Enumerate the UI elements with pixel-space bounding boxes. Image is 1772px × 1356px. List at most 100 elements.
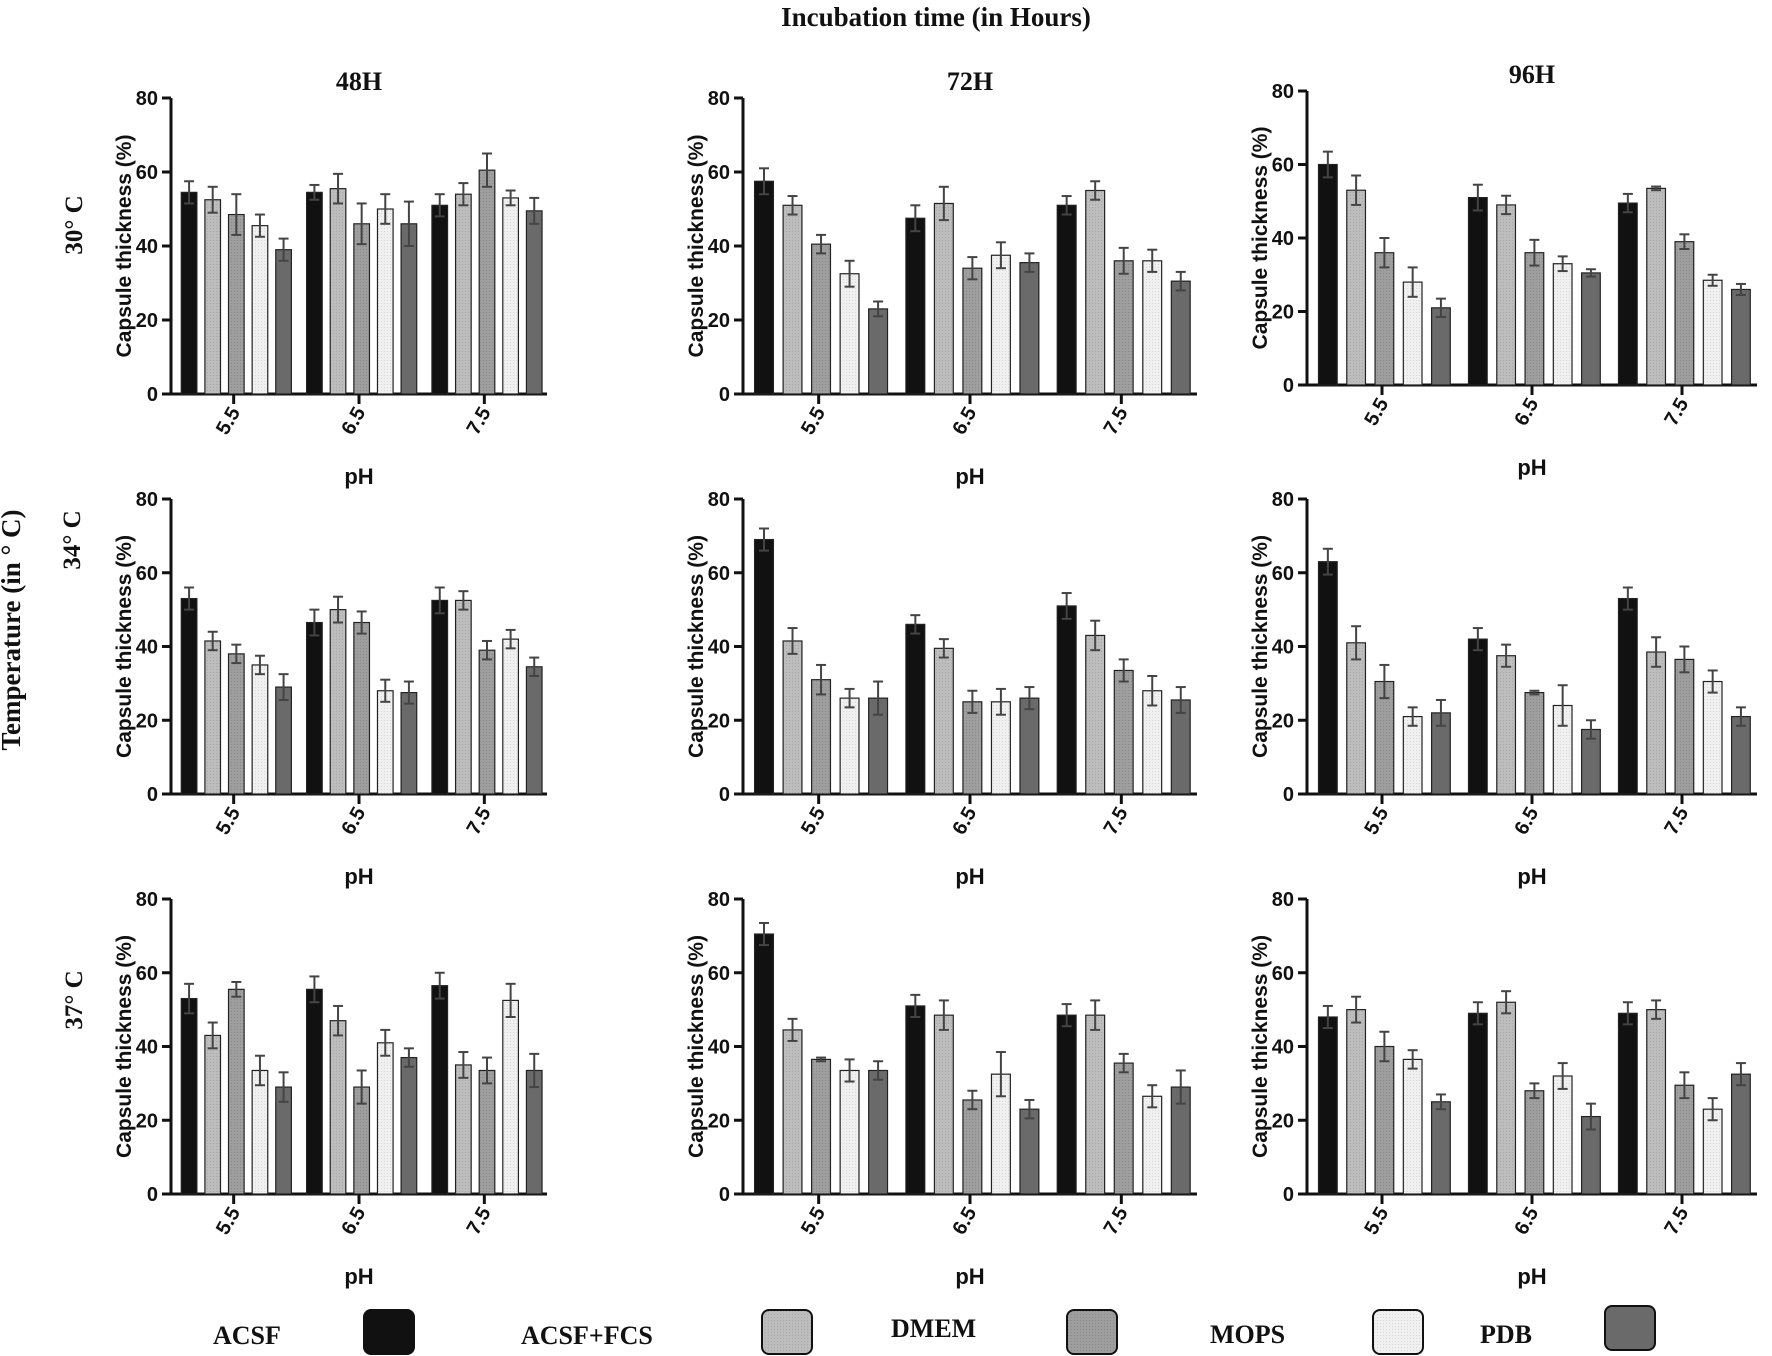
y-tick-label: 40 xyxy=(1272,228,1294,250)
bar-acsf-fcs xyxy=(782,204,803,395)
bar-acsf xyxy=(180,191,198,395)
bar-acsf xyxy=(180,997,198,1195)
y-tick-label: 60 xyxy=(136,963,158,985)
bar-acsf xyxy=(1467,196,1488,386)
y-tick-label: 20 xyxy=(136,1110,158,1132)
bar-dmem xyxy=(227,653,245,795)
legend-label-mops: MOPS xyxy=(1210,1320,1285,1349)
chart-panel-8: 0 20 40 60 80 Capsule thickness (%) 5.5 6.5 7.5 p… xyxy=(685,889,1197,1289)
chart-panel-9: 0 20 40 60 80 Capsule thickness (%) 5.5 6.5 7.5 p… xyxy=(1249,889,1757,1289)
y-tick-label: 0 xyxy=(147,384,158,406)
y-axis-label: Capsule thickness (%) xyxy=(685,935,708,1158)
legend-label-acsf-fcs: ACSF+FCS xyxy=(521,1321,653,1350)
y-axis-label: Capsule thickness (%) xyxy=(1249,535,1272,758)
x-axis-label: pH xyxy=(955,864,984,889)
bar-mops xyxy=(1702,680,1723,795)
x-tick-label: 5.5 xyxy=(212,404,245,439)
legend-swatch-dmem xyxy=(1066,1309,1118,1355)
bar-acsf xyxy=(306,988,323,1195)
bar-acsf-fcs xyxy=(1646,187,1667,386)
x-tick-label: 7.5 xyxy=(463,404,496,439)
bar-pdb xyxy=(1580,272,1601,386)
bar-pdb xyxy=(868,1069,889,1195)
bar-mops xyxy=(1702,279,1723,386)
bar-acsf xyxy=(1617,202,1638,386)
y-tick-label: 60 xyxy=(1272,155,1294,177)
bar-acsf xyxy=(306,621,323,795)
y-tick-label: 20 xyxy=(1272,1110,1294,1132)
bar-pdb xyxy=(1430,1101,1451,1195)
row-label-34c: 34° C xyxy=(59,510,86,569)
y-tick-label: 60 xyxy=(708,563,730,585)
x-tick-label: 6.5 xyxy=(337,1204,370,1239)
bar-mops xyxy=(251,225,269,395)
x-tick-label: 6.5 xyxy=(337,404,370,439)
legend: ACSF ACSF+FCS DMEM MOPS PDB xyxy=(213,1305,1656,1355)
bar-dmem xyxy=(478,649,496,795)
row-label-37c: 37° C xyxy=(61,970,88,1029)
bar-acsf-fcs xyxy=(329,188,347,395)
x-tick-label: 6.5 xyxy=(1510,395,1543,430)
y-tick-label: 80 xyxy=(1272,489,1294,511)
bar-dmem xyxy=(1674,658,1695,795)
bar-acsf-fcs xyxy=(1085,1014,1106,1195)
y-tick-label: 60 xyxy=(136,563,158,585)
bar-acsf-fcs xyxy=(1346,189,1367,386)
bar-acsf xyxy=(1617,1012,1638,1195)
bar-pdb xyxy=(1170,280,1191,395)
bar-pdb xyxy=(275,249,292,395)
bar-mops xyxy=(502,999,520,1195)
legend-item-acsf: ACSF xyxy=(213,1309,415,1355)
bar-dmem xyxy=(227,213,245,395)
bar-pdb xyxy=(400,1056,418,1195)
bar-acsf xyxy=(431,204,449,395)
bar-acsf-fcs xyxy=(204,199,222,395)
bar-acsf-fcs xyxy=(204,1034,222,1195)
legend-label-dmem: DMEM xyxy=(891,1314,976,1343)
chart-panel-4: 0 20 40 60 80 Capsule thickness (%) 5.5 6.5 7.5 p… xyxy=(113,489,547,889)
bar-acsf-fcs xyxy=(933,1014,954,1195)
y-tick-label: 80 xyxy=(1272,81,1294,103)
x-tick-label: 7.5 xyxy=(1660,395,1693,430)
bar-pdb xyxy=(1019,1108,1040,1195)
y-tick-label: 20 xyxy=(136,710,158,732)
bar-acsf-fcs xyxy=(1346,1009,1367,1195)
y-axis-label: Capsule thickness (%) xyxy=(113,135,136,358)
y-tick-label: 80 xyxy=(136,889,158,911)
x-tick-label: 5.5 xyxy=(797,804,830,839)
y-tick-label: 0 xyxy=(719,1184,730,1206)
bar-acsf xyxy=(1317,561,1338,795)
y-axis-label: Capsule thickness (%) xyxy=(685,135,708,358)
bar-pdb xyxy=(1019,262,1040,395)
row-axis-title: Temperature (in ° C) xyxy=(0,509,26,750)
y-tick-label: 80 xyxy=(136,489,158,511)
y-axis-label: Capsule thickness (%) xyxy=(1249,127,1272,350)
bar-acsf-fcs xyxy=(329,609,347,795)
bar-pdb xyxy=(868,308,889,395)
bar-dmem xyxy=(962,701,983,795)
legend-swatch-acsf xyxy=(363,1309,415,1355)
x-tick-label: 5.5 xyxy=(212,1204,245,1239)
bar-acsf-fcs xyxy=(1496,204,1517,386)
x-tick-label: 7.5 xyxy=(1100,404,1133,439)
bar-mops xyxy=(251,664,269,795)
bar-acsf xyxy=(905,217,926,395)
y-tick-label: 20 xyxy=(1272,710,1294,732)
legend-swatch-pdb xyxy=(1604,1305,1656,1351)
chart-panel-2: 0 20 40 60 80 Capsule thickness (%) 5.5 6.5 7.5 p… xyxy=(685,67,1197,489)
bar-pdb xyxy=(1019,697,1040,795)
bar-acsf xyxy=(431,599,449,795)
bar-pdb xyxy=(525,1069,543,1195)
x-tick-label: 5.5 xyxy=(1360,804,1393,839)
x-axis-label: pH xyxy=(344,1264,373,1289)
legend-item-dmem: DMEM xyxy=(891,1309,1118,1355)
bar-dmem xyxy=(962,267,983,395)
x-axis-label: pH xyxy=(955,1264,984,1289)
x-axis-label: pH xyxy=(1517,1264,1546,1289)
bar-pdb xyxy=(400,691,418,795)
bar-mops xyxy=(1402,715,1423,795)
bar-acsf xyxy=(431,985,449,1195)
bar-dmem xyxy=(811,243,832,395)
y-tick-label: 20 xyxy=(708,310,730,332)
bar-dmem xyxy=(1524,1090,1545,1195)
